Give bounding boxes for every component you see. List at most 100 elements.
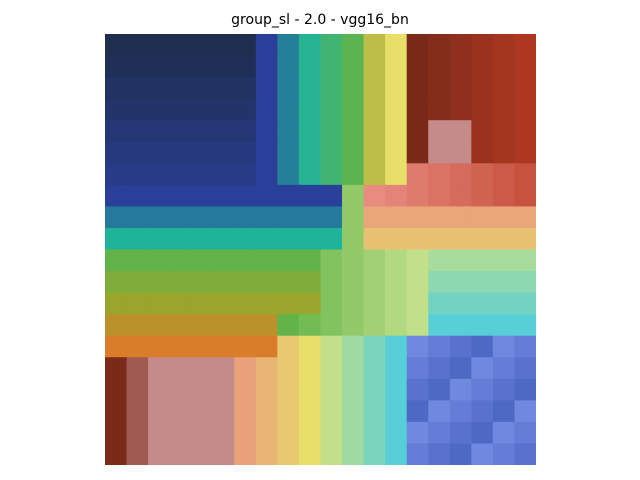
heatmap-cell: [234, 206, 257, 229]
heatmap-cell: [363, 314, 386, 337]
heatmap-cell: [492, 34, 516, 57]
heatmap-cell: [385, 271, 408, 294]
heatmap-cell: [255, 400, 278, 423]
heatmap-cell: [471, 55, 494, 78]
heatmap-cell: [320, 378, 343, 401]
heatmap-cell: [342, 421, 365, 445]
heatmap-cell: [363, 378, 386, 401]
heatmap-cell: [105, 55, 128, 78]
heatmap-cell: [342, 271, 365, 294]
heatmap-cell: [255, 184, 278, 207]
heatmap-cell: [148, 400, 171, 423]
heatmap-cell: [277, 34, 300, 57]
heatmap-cell: [105, 227, 128, 251]
heatmap-cell: [320, 206, 343, 229]
heatmap-cell: [449, 378, 472, 401]
heatmap-cell: [428, 292, 451, 315]
heatmap-cell: [234, 292, 257, 315]
heatmap-cell: [212, 400, 235, 423]
heatmap-cell: [148, 421, 171, 445]
heatmap-cell: [363, 227, 386, 251]
heatmap-cell: [126, 400, 149, 423]
heatmap-cell: [320, 421, 343, 445]
heatmap-cell: [320, 34, 343, 57]
heatmap-cell: [234, 55, 257, 78]
heatmap-cell: [126, 163, 149, 186]
heatmap-cell: [169, 378, 192, 401]
heatmap-cell: [514, 77, 536, 100]
heatmap-cell: [320, 400, 343, 423]
heatmap-cell: [126, 443, 149, 465]
heatmap-cell: [169, 141, 192, 164]
heatmap-cell: [471, 357, 494, 380]
heatmap-cell: [148, 184, 171, 207]
heatmap-cell: [169, 34, 192, 57]
heatmap-cell: [385, 34, 408, 57]
heatmap-cell: [385, 378, 408, 401]
heatmap-cell: [449, 400, 472, 423]
heatmap-cell: [514, 206, 536, 229]
heatmap-cell: [126, 249, 149, 272]
heatmap-cell: [342, 55, 365, 78]
heatmap-cell: [105, 249, 128, 272]
heatmap-cell: [406, 206, 429, 229]
heatmap-cell: [105, 98, 128, 121]
heatmap-cell: [514, 314, 536, 337]
heatmap-cell: [234, 357, 257, 380]
heatmap-cell: [363, 335, 386, 358]
heatmap-cell: [449, 335, 472, 358]
heatmap-cell: [126, 141, 149, 164]
heatmap-cell: [298, 421, 322, 445]
heatmap-cell: [234, 443, 257, 465]
heatmap-cell: [105, 378, 128, 401]
heatmap-cell: [385, 421, 408, 445]
heatmap-cell: [105, 443, 128, 465]
heatmap-cell: [406, 77, 429, 100]
heatmap-cell: [191, 292, 214, 315]
heatmap-cell: [277, 55, 300, 78]
heatmap-cell: [169, 421, 192, 445]
heatmap-cell: [492, 120, 516, 143]
heatmap-cell: [320, 443, 343, 465]
heatmap-cell: [406, 443, 429, 465]
heatmap-cell: [212, 98, 235, 121]
heatmap-cell: [212, 357, 235, 380]
heatmap-cell: [449, 163, 472, 186]
heatmap-cell: [277, 421, 300, 445]
heatmap-cell: [342, 227, 365, 251]
heatmap-cell: [191, 249, 214, 272]
figure-title: group_sl - 2.0 - vgg16_bn: [231, 12, 409, 28]
heatmap-cell: [277, 227, 300, 251]
heatmap-cell: [234, 98, 257, 121]
heatmap-cell: [148, 77, 171, 100]
heatmap-cell: [471, 163, 494, 186]
heatmap-cell: [234, 227, 257, 251]
heatmap-cell: [406, 378, 429, 401]
heatmap-cell: [255, 141, 278, 164]
heatmap-cell: [148, 34, 171, 57]
heatmap-cell: [126, 184, 149, 207]
heatmap-cell: [126, 206, 149, 229]
heatmap-cell: [514, 120, 536, 143]
heatmap-cell: [406, 141, 429, 164]
heatmap-cell: [342, 163, 365, 186]
heatmap-cell: [514, 421, 536, 445]
heatmap-cell: [234, 421, 257, 445]
heatmap-cell: [277, 184, 300, 207]
heatmap-cell: [514, 98, 536, 121]
heatmap-cell: [385, 55, 408, 78]
heatmap-cell: [234, 120, 257, 143]
heatmap-cell: [105, 400, 128, 423]
heatmap-cell: [277, 335, 300, 358]
heatmap-cell: [169, 120, 192, 143]
heatmap-cell: [212, 292, 235, 315]
heatmap-cell: [514, 163, 536, 186]
heatmap-cell: [428, 271, 451, 294]
heatmap-cell: [255, 120, 278, 143]
heatmap-cell: [212, 443, 235, 465]
heatmap-cell: [385, 206, 408, 229]
heatmap-cell: [255, 98, 278, 121]
heatmap-cell: [255, 357, 278, 380]
heatmap-cell: [212, 77, 235, 100]
heatmap-cell: [428, 421, 451, 445]
